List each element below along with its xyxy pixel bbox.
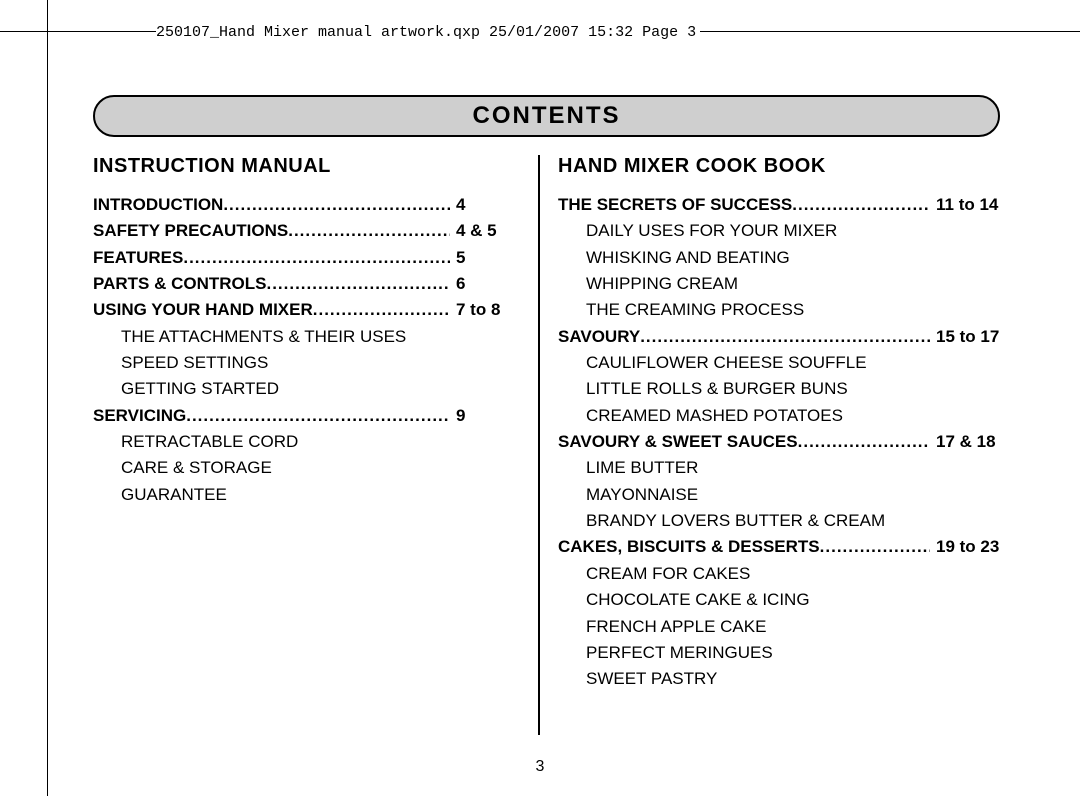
toc-entry-page: 6 <box>450 271 520 297</box>
toc-sub-entry: RETRACTABLE CORD <box>93 429 520 455</box>
toc-entry-page: 17 & 18 <box>930 429 1000 455</box>
toc-entry-label: SAFETY PRECAUTIONS <box>93 218 288 244</box>
toc-entry-page: 19 to 23 <box>930 534 1000 560</box>
toc-entry-page: 4 & 5 <box>450 218 520 244</box>
page-content: CONTENTS INSTRUCTION MANUAL INTRODUCTION… <box>93 95 1000 735</box>
toc-entry: SERVICING 9 <box>93 403 520 429</box>
toc-entry-page: 4 <box>450 192 520 218</box>
toc-sub-entry: GETTING STARTED <box>93 376 520 402</box>
toc-sub-entry: MAYONNAISE <box>558 482 1000 508</box>
toc-dots <box>313 297 450 323</box>
toc-entry: SAVOURY 15 to 17 <box>558 324 1000 350</box>
left-section-title: INSTRUCTION MANUAL <box>93 155 520 178</box>
toc-sub-entry: THE ATTACHMENTS & THEIR USES <box>93 324 520 350</box>
toc-entry-page: 11 to 14 <box>930 192 1000 218</box>
right-toc-list: THE SECRETS OF SUCCESS 11 to 14DAILY USES… <box>558 192 1000 693</box>
toc-entry-label: SAVOURY & SWEET SAUCES <box>558 429 798 455</box>
toc-dots <box>288 218 450 244</box>
toc-dots <box>186 403 450 429</box>
toc-entry: THE SECRETS OF SUCCESS 11 to 14 <box>558 192 1000 218</box>
toc-dots <box>820 534 930 560</box>
toc-sub-entry: CHOCOLATE CAKE & ICING <box>558 587 1000 613</box>
right-column: HAND MIXER COOK BOOK THE SECRETS OF SUCC… <box>540 155 1000 735</box>
toc-entry-page: 9 <box>450 403 520 429</box>
toc-sub-entry: CREAMED MASHED POTATOES <box>558 403 1000 429</box>
toc-entry-page: 5 <box>450 245 520 271</box>
toc-entry-label: SERVICING <box>93 403 186 429</box>
contents-header-bar: CONTENTS <box>93 95 1000 137</box>
toc-sub-entry: PERFECT MERINGUES <box>558 640 1000 666</box>
toc-entry: PARTS & CONTROLS 6 <box>93 271 520 297</box>
left-toc-list: INTRODUCTION4SAFETY PRECAUTIONS4 & 5FEAT… <box>93 192 520 508</box>
toc-sub-entry: SWEET PASTRY <box>558 666 1000 692</box>
toc-sub-entry: WHISKING AND BEATING <box>558 245 1000 271</box>
toc-sub-entry: CARE & STORAGE <box>93 455 520 481</box>
toc-entry: FEATURES 5 <box>93 245 520 271</box>
toc-dots <box>223 192 450 218</box>
right-section-title: HAND MIXER COOK BOOK <box>558 155 1000 178</box>
toc-entry: SAFETY PRECAUTIONS 4 & 5 <box>93 218 520 244</box>
toc-entry: CAKES, BISCUITS & DESSERTS 19 to 23 <box>558 534 1000 560</box>
toc-sub-entry: THE CREAMING PROCESS <box>558 297 1000 323</box>
toc-dots <box>183 245 450 271</box>
toc-entry-label: SAVOURY <box>558 324 640 350</box>
toc-entry-page: 15 to 17 <box>930 324 1000 350</box>
toc-sub-entry: FRENCH APPLE CAKE <box>558 614 1000 640</box>
left-column: INSTRUCTION MANUAL INTRODUCTION4SAFETY P… <box>93 155 538 735</box>
toc-sub-entry: LITTLE ROLLS & BURGER BUNS <box>558 376 1000 402</box>
toc-dots <box>798 429 930 455</box>
contents-title: CONTENTS <box>473 102 621 130</box>
toc-sub-entry: GUARANTEE <box>93 482 520 508</box>
toc-entry: USING YOUR HAND MIXER 7 to 8 <box>93 297 520 323</box>
toc-dots <box>266 271 450 297</box>
toc-sub-entry: CAULIFLOWER CHEESE SOUFFLE <box>558 350 1000 376</box>
toc-sub-entry: SPEED SETTINGS <box>93 350 520 376</box>
toc-entry-label: INTRODUCTION <box>93 192 223 218</box>
toc-entry-label: CAKES, BISCUITS & DESSERTS <box>558 534 820 560</box>
toc-entry-label: USING YOUR HAND MIXER <box>93 297 313 323</box>
toc-entry-label: THE SECRETS OF SUCCESS <box>558 192 792 218</box>
toc-dots <box>640 324 930 350</box>
columns-wrapper: INSTRUCTION MANUAL INTRODUCTION4SAFETY P… <box>93 155 1000 735</box>
slug-line: 250107_Hand Mixer manual artwork.qxp 25/… <box>156 24 700 41</box>
toc-entry: SAVOURY & SWEET SAUCES 17 & 18 <box>558 429 1000 455</box>
toc-entry-label: PARTS & CONTROLS <box>93 271 266 297</box>
toc-sub-entry: BRANDY LOVERS BUTTER & CREAM <box>558 508 1000 534</box>
toc-entry-label: FEATURES <box>93 245 183 271</box>
crop-mark-vertical <box>47 0 48 796</box>
toc-sub-entry: CREAM FOR CAKES <box>558 561 1000 587</box>
toc-sub-entry: LIME BUTTER <box>558 455 1000 481</box>
toc-dots <box>792 192 930 218</box>
page-number: 3 <box>536 758 545 776</box>
toc-sub-entry: DAILY USES FOR YOUR MIXER <box>558 218 1000 244</box>
toc-sub-entry: WHIPPING CREAM <box>558 271 1000 297</box>
toc-entry: INTRODUCTION 4 <box>93 192 520 218</box>
toc-entry-page: 7 to 8 <box>450 297 520 323</box>
